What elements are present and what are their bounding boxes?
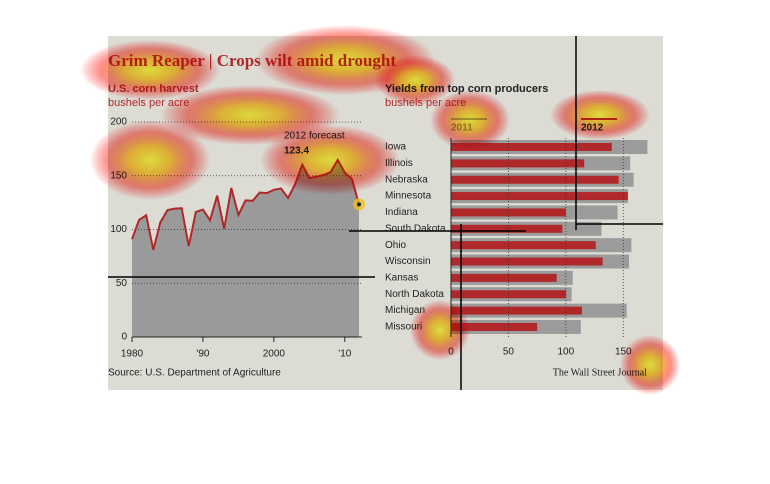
category-label: Wisconsin [385,256,431,267]
heatmap [80,25,680,395]
category-label: Iowa [385,142,407,153]
category-label: Ohio [385,240,407,251]
point [357,202,361,207]
category-label: Missouri [385,322,422,333]
x-tick-label: 100 [558,347,575,358]
category-label: Indiana [385,207,418,218]
bar [451,159,585,168]
category-label: Minnesota [385,191,432,202]
bar [451,241,596,250]
bar [451,143,612,151]
heat-blob [80,40,220,100]
x-tick-label: '10 [338,349,351,360]
heat-blob [375,55,455,105]
y-tick-label: 50 [116,278,128,289]
x-tick-label: 1980 [121,349,144,360]
y-tick-label: 100 [110,224,127,235]
heat-blob [260,125,400,195]
heat-blob [550,90,650,140]
category-label: Kansas [385,273,418,284]
bar [451,257,603,266]
heat-blob [430,90,510,150]
category-label: Michigan [385,305,425,316]
bar [451,208,566,217]
bar [451,175,619,184]
bar [451,306,582,315]
category-label: Nebraska [385,174,428,185]
bar [451,192,628,201]
category-label: South Dakota [385,223,446,234]
heat-blob [90,120,210,200]
heat-blob [410,300,470,360]
heat-blob [620,335,680,395]
source: Source: U.S. Department of Agriculture [108,368,281,379]
y-tick-label: 0 [121,332,127,343]
bar [451,322,538,331]
x-tick-label: '90 [196,349,209,360]
y-tick-label: 200 [110,117,127,128]
gaze-lines [108,36,663,390]
bar [451,273,557,282]
credit: The Wall Street Journal [553,367,647,378]
area [132,159,359,337]
category-label: North Dakota [385,289,444,300]
x-tick-label: 50 [503,347,515,358]
x-tick-label: 2000 [263,349,286,360]
bar [451,224,563,233]
